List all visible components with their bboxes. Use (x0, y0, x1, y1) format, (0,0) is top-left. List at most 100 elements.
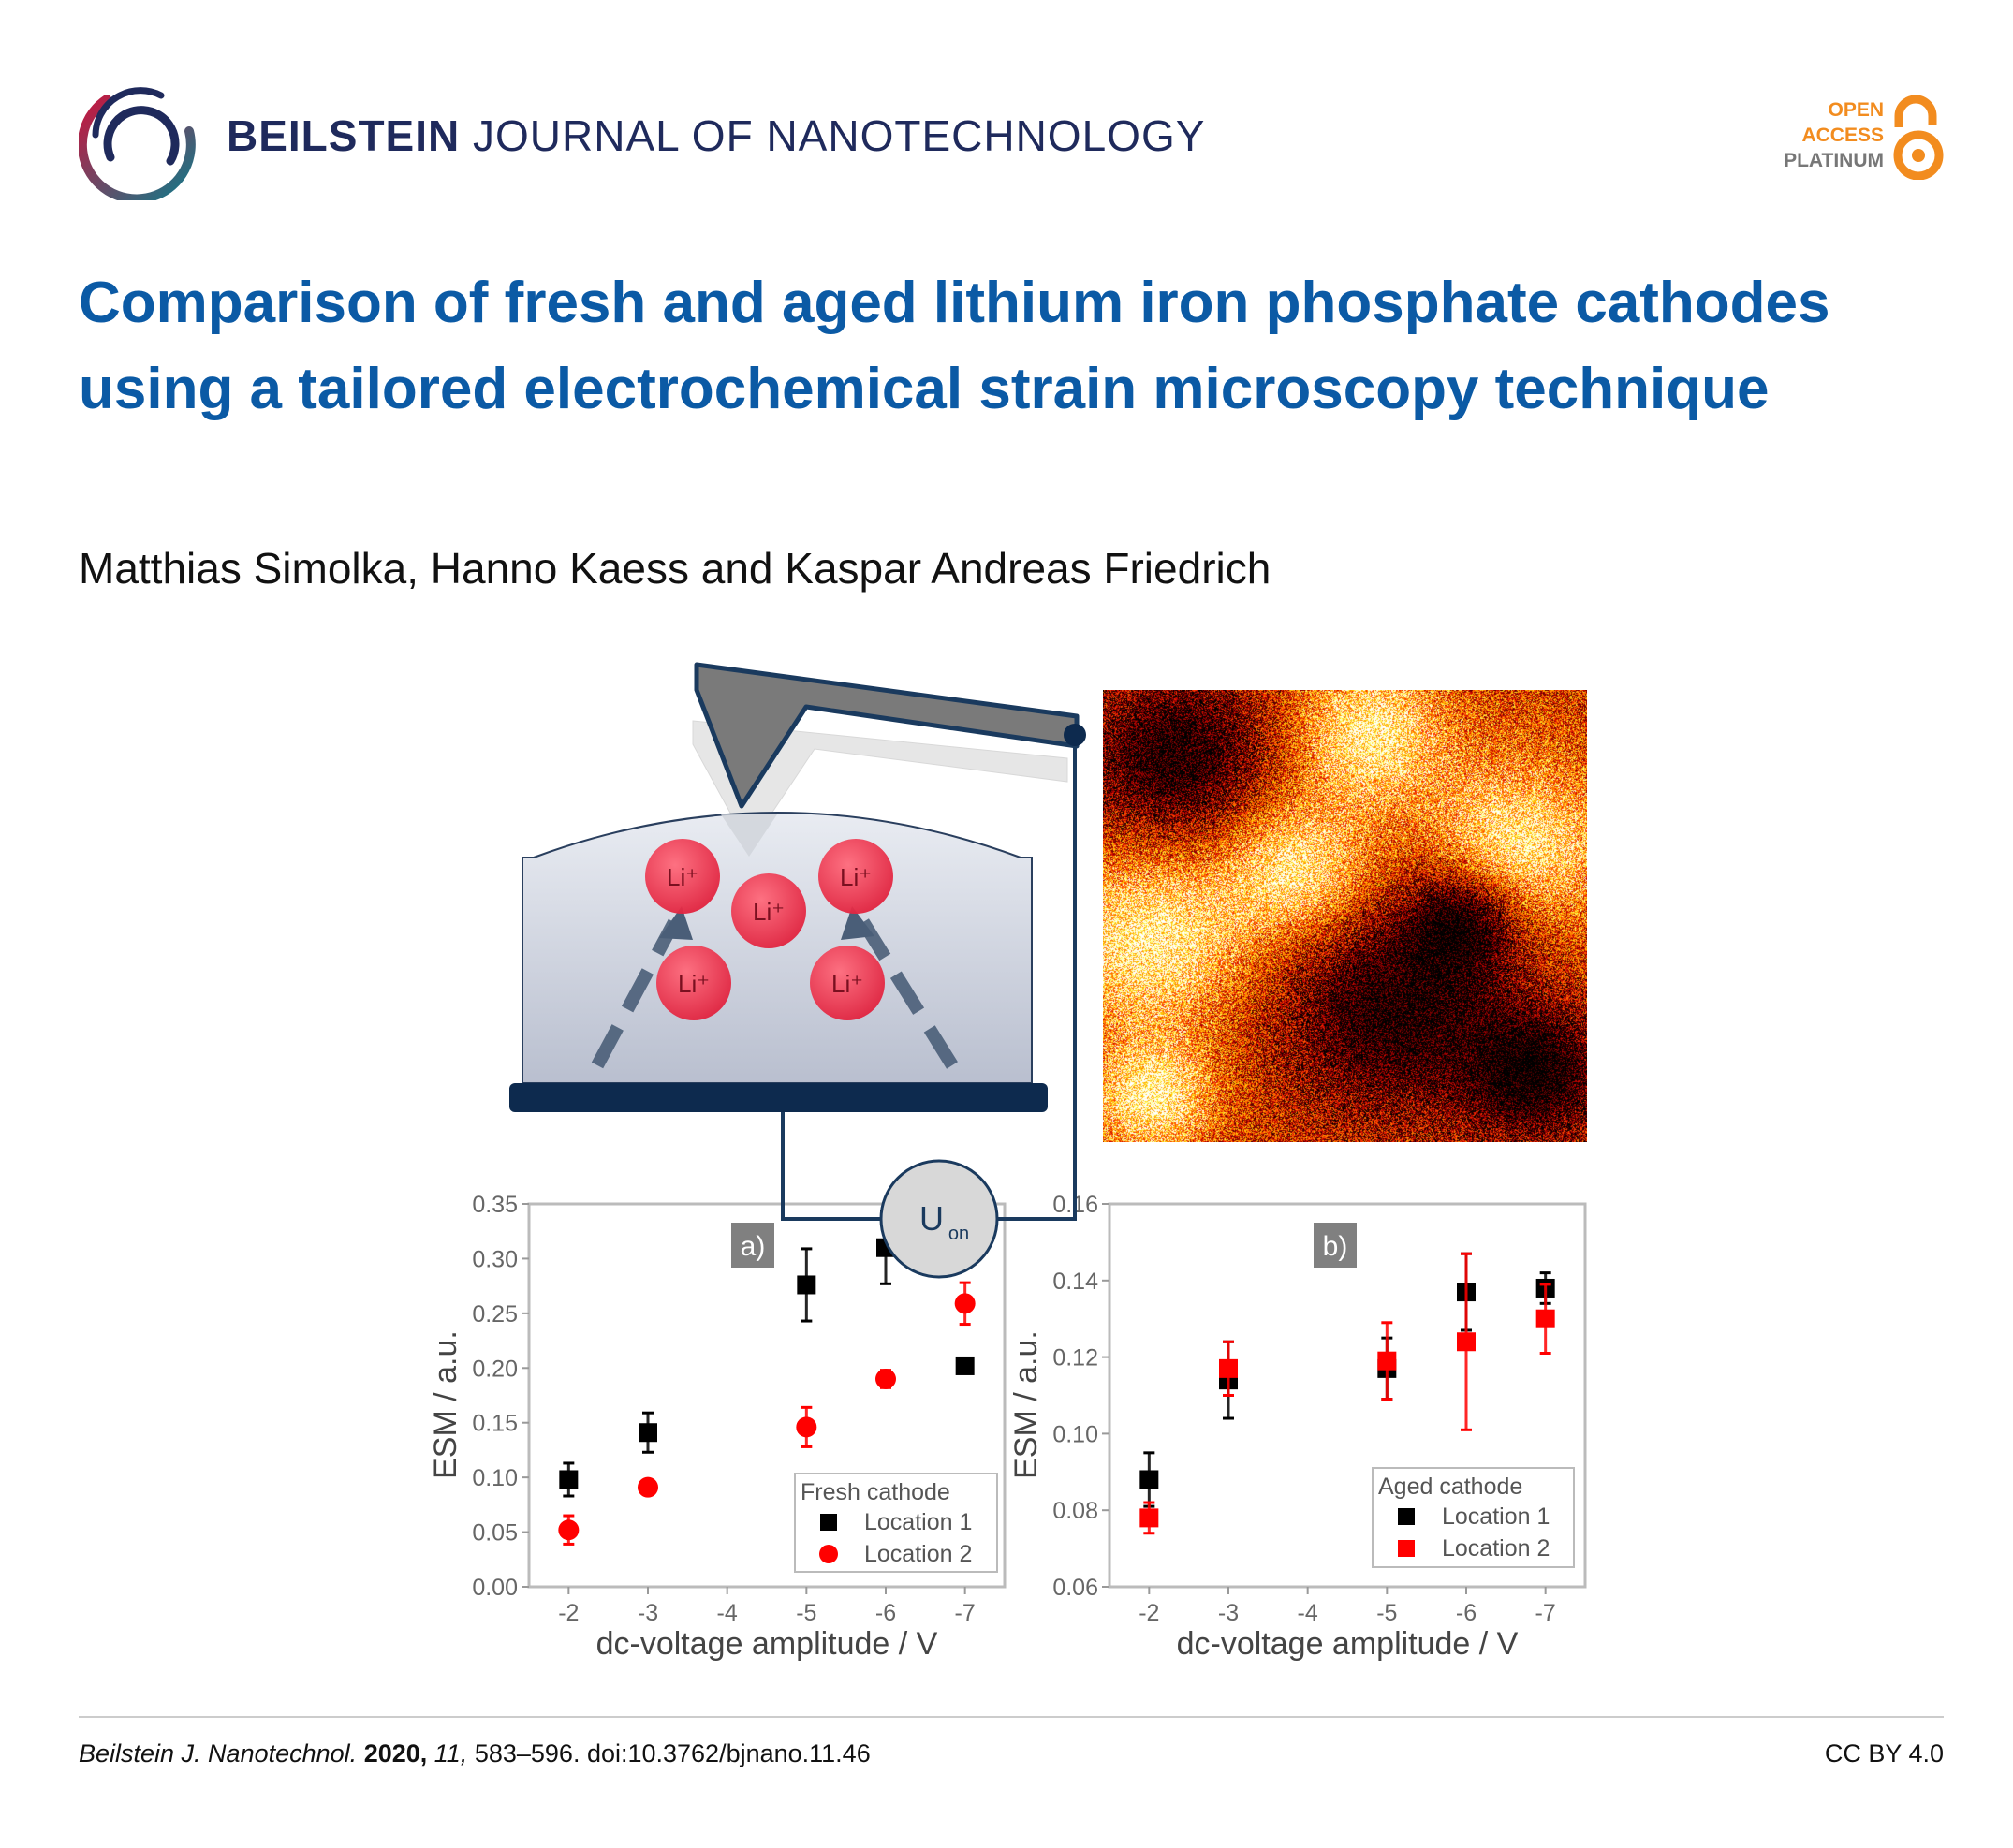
lithium-ion (656, 946, 731, 1020)
x-tick-label: -6 (875, 1600, 896, 1626)
cathode-cell (522, 812, 1033, 1084)
legend-title: Fresh cathode (801, 1479, 950, 1505)
lithium-ion (731, 873, 806, 948)
y-tick-label: 0.25 (472, 1301, 518, 1327)
y-axis-label: ESM / a.u. (1008, 1330, 1044, 1479)
data-point (559, 1470, 579, 1489)
lithium-ion-label: Li⁺ (667, 863, 698, 891)
panel-label-box (1314, 1223, 1357, 1268)
citation-doi[interactable]: 583–596. doi:10.3762/bjnano.11.46 (474, 1739, 871, 1767)
panel-label: a) (741, 1231, 766, 1262)
citation: Beilstein J. Nanotechnol. 2020, 11, 583–… (79, 1739, 871, 1768)
open-lock-icon (1893, 95, 1944, 180)
x-axis-label: dc-voltage amplitude / V (596, 1626, 938, 1662)
x-tick-label: -4 (717, 1600, 738, 1626)
x-tick-label: -5 (1376, 1600, 1397, 1626)
esm-heatmap-image (1103, 690, 1587, 1142)
chart-b: 0.060.080.100.120.140.16-2 -3 -4 -5 -6 -7dc-v… (1008, 1192, 1587, 1662)
data-point (639, 1423, 657, 1443)
x-tick-label: -2 (1139, 1600, 1159, 1626)
y-tick-label: 0.10 (472, 1465, 518, 1491)
data-point (1139, 1508, 1159, 1528)
data-point (638, 1476, 658, 1498)
data-point (1139, 1470, 1159, 1489)
legend-entry: Location 1 (864, 1509, 972, 1535)
lithium-ion-label: Li⁺ (831, 970, 863, 998)
x-tick-label: -7 (1535, 1600, 1556, 1626)
afm-cantilever (694, 662, 1080, 809)
data-point (955, 1356, 975, 1375)
x-tick-label: -7 (955, 1600, 976, 1626)
footer-divider (79, 1716, 1944, 1718)
y-tick-label: 0.20 (472, 1356, 518, 1382)
y-tick-label: 0.14 (1052, 1269, 1098, 1295)
journal-name-bold: BEILSTEIN (227, 111, 461, 160)
panel-label: b) (1323, 1231, 1348, 1262)
y-tick-label: 0.12 (1052, 1345, 1098, 1371)
y-tick-label: 0.06 (1052, 1575, 1098, 1601)
citation-year: 2020, (363, 1739, 428, 1767)
plot-frame (1108, 1202, 1587, 1589)
y-tick-label: 0.00 (472, 1575, 518, 1601)
ion-path-arrow-right (858, 918, 958, 1069)
x-axis-label: dc-voltage amplitude / V (1177, 1626, 1519, 1662)
data-point (558, 1519, 580, 1541)
legend-entry: Location 1 (1442, 1503, 1550, 1530)
y-tick-label: 0.08 (1052, 1498, 1098, 1524)
legend-marker (1398, 1508, 1415, 1525)
lithium-ion-label: Li⁺ (840, 863, 872, 891)
voltage-subscript: on (948, 1224, 969, 1244)
y-tick-label: 0.15 (472, 1411, 518, 1437)
x-tick-label: -3 (1218, 1600, 1239, 1626)
current-collector (509, 1083, 1048, 1112)
lithium-ion (645, 839, 720, 914)
badge-access: ACCESS (1801, 125, 1884, 146)
x-tick-label: -4 (1298, 1600, 1318, 1626)
data-point (797, 1275, 816, 1295)
lithium-ion-label: Li⁺ (678, 970, 710, 998)
data-point (1535, 1309, 1555, 1328)
arrow-head-icon (841, 906, 874, 940)
chart-a: 0.00 0.05 0.10 0.15 0.20 0.25 0.30 0.35 -2 -3 -4 -5… (428, 1192, 1006, 1662)
data-point (796, 1416, 817, 1438)
legend-marker (819, 1545, 838, 1563)
article-title: Comparison of fresh and aged lithium iro… (79, 271, 1830, 421)
data-point (875, 1368, 896, 1389)
data-point (1457, 1332, 1476, 1352)
panel-label-box (731, 1223, 774, 1268)
legend-marker (820, 1514, 837, 1531)
y-tick-label: 0.30 (472, 1246, 518, 1272)
x-tick-label: -5 (796, 1600, 816, 1626)
citation-journal: Beilstein J. Nanotechnol. (79, 1739, 358, 1767)
lithium-ion (818, 839, 893, 914)
x-tick-label: -6 (1456, 1600, 1477, 1626)
open-access-badge: OPEN ACCESS PLATINUM (1741, 97, 1884, 173)
y-axis-label: ESM / a.u. (428, 1330, 463, 1479)
y-tick-label: 0.05 (472, 1520, 518, 1547)
y-tick-label: 0.35 (472, 1192, 518, 1218)
journal-logo (79, 87, 196, 200)
legend-title: Aged cathode (1378, 1474, 1522, 1500)
data-point (1377, 1351, 1397, 1371)
journal-name: BEILSTEIN JOURNAL OF NANOTECHNOLOGY (227, 110, 1205, 161)
legend-entry: Location 2 (864, 1541, 972, 1567)
cantilever-contact (1064, 724, 1086, 746)
lithium-ion (810, 946, 885, 1020)
journal-name-rest: JOURNAL OF NANOTECHNOLOGY (460, 111, 1206, 160)
data-point (1219, 1358, 1238, 1378)
voltage-label: U (919, 1199, 944, 1238)
arrow-head-icon (659, 906, 693, 940)
article-authors: Matthias Simolka, Hanno Kaess and Kaspar… (79, 544, 1271, 593)
ion-path-arrow-left (591, 918, 681, 1069)
x-tick-label: -3 (638, 1600, 658, 1626)
badge-open: OPEN (1828, 99, 1884, 121)
cantilever-shadow (692, 720, 1068, 848)
data-point (954, 1293, 976, 1314)
license[interactable]: CC BY 4.0 (1824, 1739, 1944, 1767)
legend-marker (1398, 1540, 1415, 1557)
y-tick-label: 0.10 (1052, 1421, 1098, 1447)
citation-volume: 11, (433, 1739, 468, 1767)
voltage-source (879, 1159, 999, 1279)
